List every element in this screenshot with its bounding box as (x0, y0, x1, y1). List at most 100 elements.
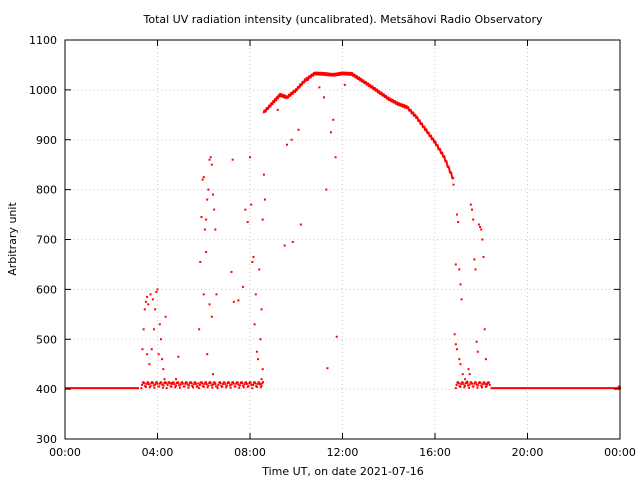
data-point (160, 381, 163, 384)
data-point (332, 74, 335, 77)
data-point (184, 382, 187, 385)
data-point (251, 260, 254, 263)
data-point (436, 145, 439, 148)
y-axis-label: Arbitrary unit (6, 202, 19, 276)
data-point (161, 386, 164, 389)
data-point (264, 198, 267, 201)
data-point (271, 102, 274, 105)
data-point (232, 382, 235, 385)
data-point (303, 80, 306, 83)
data-point (387, 96, 390, 99)
data-point (161, 358, 164, 361)
data-point (447, 166, 450, 169)
data-point (226, 382, 229, 385)
data-point (436, 144, 439, 147)
data-point (212, 383, 214, 386)
data-point (258, 381, 261, 384)
data-point (192, 383, 195, 386)
data-point (253, 323, 256, 326)
data-point (238, 384, 241, 387)
data-point (355, 75, 358, 78)
data-point (457, 381, 460, 384)
data-point (146, 353, 149, 356)
data-point (273, 100, 276, 103)
data-point (248, 382, 251, 385)
data-point (258, 268, 261, 271)
data-point (461, 373, 464, 376)
data-point (391, 99, 394, 102)
data-point (371, 86, 374, 89)
data-point (232, 381, 235, 384)
data-point (378, 91, 381, 94)
data-point (269, 104, 272, 107)
data-point (148, 383, 151, 386)
data-point (450, 173, 453, 176)
data-point (409, 109, 412, 112)
data-point (249, 381, 252, 384)
data-point (425, 129, 428, 132)
data-point (479, 226, 482, 229)
data-point (429, 134, 432, 137)
data-point (230, 383, 233, 386)
data-point (434, 142, 437, 145)
data-point (455, 213, 458, 216)
data-point (474, 268, 477, 271)
data-point (259, 386, 262, 389)
data-point (245, 382, 248, 385)
data-point (432, 140, 435, 143)
data-point (362, 79, 365, 82)
data-point (256, 382, 259, 385)
data-point (448, 167, 451, 170)
data-point (460, 298, 463, 301)
x-tick-label: 16:00 (419, 446, 451, 459)
data-point (466, 380, 469, 383)
x-tick-label: 00:00 (49, 446, 81, 459)
data-point (231, 158, 234, 161)
data-point (475, 340, 478, 343)
data-point (385, 96, 388, 99)
data-point (148, 363, 151, 366)
y-tick-label: 500 (36, 333, 57, 346)
data-point (157, 353, 160, 356)
data-point (469, 203, 472, 206)
data-point (279, 93, 282, 96)
data-point (178, 384, 181, 387)
data-point (454, 343, 457, 346)
data-point (205, 383, 208, 386)
data-point (236, 381, 239, 384)
data-point (261, 368, 264, 371)
data-point (217, 383, 220, 386)
data-point (168, 382, 171, 385)
data-point (353, 74, 356, 77)
data-point (418, 120, 421, 123)
data-point (187, 386, 190, 389)
data-point (312, 73, 315, 76)
data-point (181, 381, 184, 384)
data-point (369, 85, 372, 88)
data-point (173, 383, 176, 386)
data-point (165, 387, 168, 390)
data-point (335, 335, 338, 338)
data-point (480, 384, 483, 387)
data-point (151, 381, 154, 384)
data-point (210, 163, 213, 166)
data-point (318, 86, 321, 89)
grid-lines (65, 40, 620, 439)
data-point (154, 308, 157, 311)
data-point (260, 308, 263, 311)
data-point (459, 283, 462, 286)
data-point (164, 315, 167, 318)
data-point (212, 193, 214, 196)
data-point (371, 85, 374, 88)
data-point (254, 382, 257, 385)
data-point (482, 255, 485, 258)
data-point (269, 103, 272, 106)
plot-frame (64, 39, 621, 440)
data-point (421, 124, 424, 127)
data-point (430, 135, 433, 138)
data-point (141, 383, 144, 386)
data-point (291, 240, 294, 243)
data-point (434, 140, 437, 143)
data-point (451, 175, 454, 178)
data-point (177, 355, 180, 358)
